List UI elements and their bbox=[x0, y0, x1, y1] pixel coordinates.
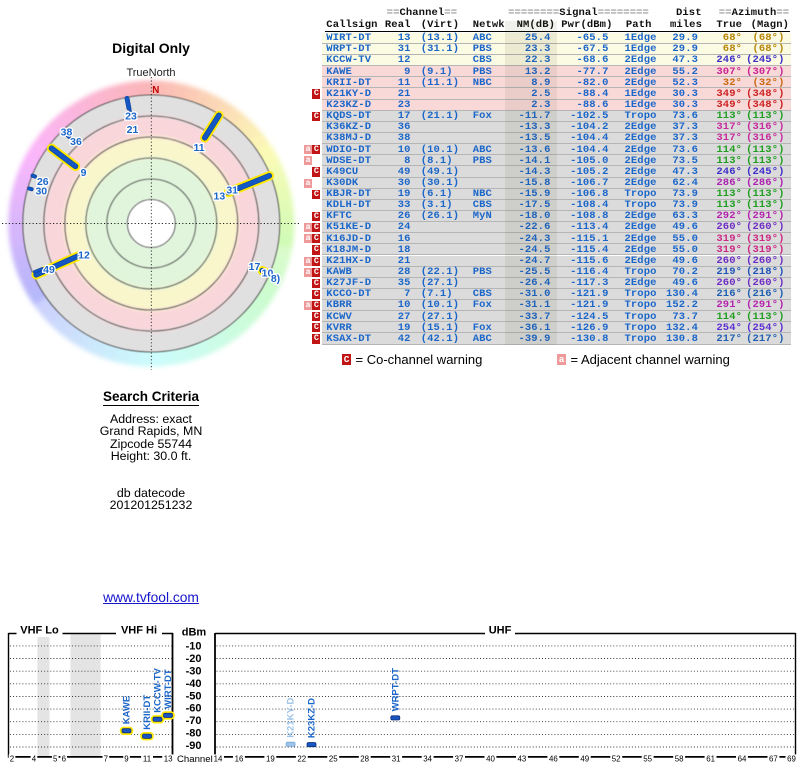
svg-text:30: 30 bbox=[35, 186, 47, 198]
svg-text:36: 36 bbox=[70, 136, 82, 148]
svg-text:dBm: dBm bbox=[182, 626, 207, 638]
svg-text:-50: -50 bbox=[186, 690, 202, 702]
svg-text:12: 12 bbox=[78, 250, 90, 262]
svg-text:UHF: UHF bbox=[489, 624, 512, 636]
svg-text:7: 7 bbox=[104, 754, 108, 763]
svg-text:67: 67 bbox=[769, 754, 778, 763]
svg-text:5: 5 bbox=[53, 754, 58, 763]
svg-text:KCCW-TV: KCCW-TV bbox=[153, 667, 164, 712]
svg-text:49: 49 bbox=[580, 754, 589, 763]
svg-text:11: 11 bbox=[143, 754, 151, 763]
svg-text:-10: -10 bbox=[186, 641, 202, 653]
svg-text:K23KZ-D: K23KZ-D bbox=[307, 698, 318, 738]
svg-text:2: 2 bbox=[10, 754, 14, 763]
svg-text:13: 13 bbox=[214, 190, 226, 202]
svg-text:-70: -70 bbox=[186, 715, 202, 727]
svg-text:23: 23 bbox=[125, 111, 137, 123]
svg-text:16: 16 bbox=[235, 754, 244, 763]
svg-text:21: 21 bbox=[127, 124, 139, 136]
svg-text:-30: -30 bbox=[186, 665, 202, 677]
svg-text:11: 11 bbox=[193, 142, 204, 154]
svg-text:N: N bbox=[152, 85, 159, 96]
svg-text:8): 8) bbox=[271, 273, 280, 285]
svg-text:61: 61 bbox=[706, 754, 715, 763]
svg-text:26: 26 bbox=[37, 176, 49, 188]
svg-text:64: 64 bbox=[738, 754, 747, 763]
svg-text:VHF Lo: VHF Lo bbox=[20, 624, 59, 636]
svg-text:Channel: Channel bbox=[177, 754, 213, 765]
svg-text:-80: -80 bbox=[186, 728, 202, 740]
svg-text:46: 46 bbox=[549, 754, 558, 763]
svg-text:6: 6 bbox=[62, 754, 67, 763]
svg-text:14: 14 bbox=[214, 754, 223, 763]
svg-text:28: 28 bbox=[360, 754, 369, 763]
svg-text:WIRT-DT: WIRT-DT bbox=[163, 669, 174, 709]
svg-text:43: 43 bbox=[518, 754, 527, 763]
svg-text:17: 17 bbox=[249, 261, 261, 273]
svg-text:37: 37 bbox=[455, 754, 464, 763]
svg-text:-90: -90 bbox=[186, 740, 202, 752]
svg-text:55: 55 bbox=[643, 754, 652, 763]
svg-text:38: 38 bbox=[61, 126, 73, 138]
svg-text:49: 49 bbox=[43, 264, 55, 276]
svg-text:K21KY-D: K21KY-D bbox=[286, 698, 297, 738]
svg-text:VHF Hi: VHF Hi bbox=[121, 624, 157, 636]
svg-text:-20: -20 bbox=[186, 653, 202, 665]
svg-text:19: 19 bbox=[266, 754, 275, 763]
svg-text:-60: -60 bbox=[186, 703, 202, 715]
svg-text:WRPT-DT: WRPT-DT bbox=[390, 668, 401, 711]
svg-text:9: 9 bbox=[124, 754, 129, 763]
svg-text:34: 34 bbox=[423, 754, 432, 763]
svg-text:52: 52 bbox=[612, 754, 621, 763]
svg-text:9: 9 bbox=[81, 167, 87, 179]
svg-text:69: 69 bbox=[787, 754, 796, 763]
svg-text:4: 4 bbox=[32, 754, 37, 763]
svg-text:22: 22 bbox=[297, 754, 306, 763]
svg-text:-40: -40 bbox=[186, 678, 202, 690]
svg-text:KAWE: KAWE bbox=[122, 696, 133, 725]
svg-text:58: 58 bbox=[675, 754, 684, 763]
svg-text:13: 13 bbox=[164, 754, 173, 763]
svg-text:25: 25 bbox=[329, 754, 338, 763]
svg-text:KRII-DT: KRII-DT bbox=[142, 695, 153, 730]
svg-text:31: 31 bbox=[226, 185, 238, 197]
svg-text:10: 10 bbox=[262, 267, 274, 279]
svg-text:31: 31 bbox=[392, 754, 401, 763]
svg-text:40: 40 bbox=[486, 754, 495, 763]
